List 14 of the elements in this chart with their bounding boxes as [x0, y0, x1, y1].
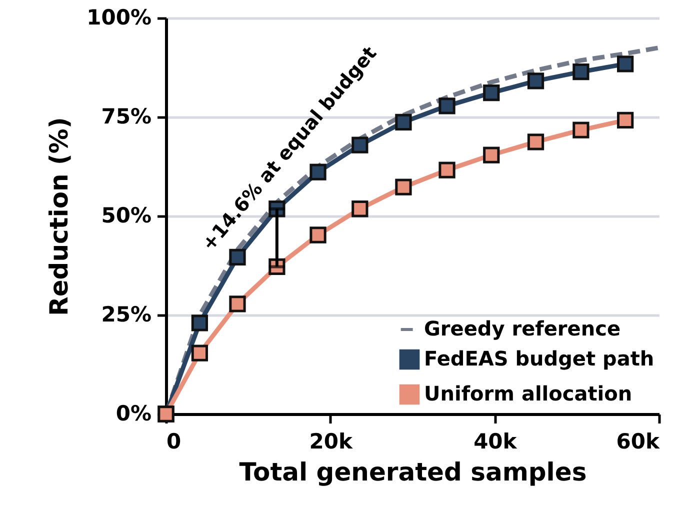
y-tick-label: 50%: [101, 204, 152, 228]
x-tick-label: 0: [166, 430, 182, 454]
y-axis-title: Reduction (%): [44, 117, 74, 316]
legend-label: Uniform allocation: [424, 382, 632, 406]
y-tick-label: 100%: [86, 6, 152, 30]
x-tick-label: 60k: [616, 430, 661, 454]
y-tick-label: 0%: [116, 402, 152, 426]
legend-label: FedEAS budget path: [424, 346, 654, 370]
y-tick-label: 25%: [101, 302, 152, 326]
x-tick-label: 20k: [309, 430, 354, 454]
y-tick-label: 75%: [101, 104, 152, 128]
legend-label: Greedy reference: [424, 316, 621, 340]
x-tick-label: 40k: [474, 430, 518, 454]
x-axis-title: Total generated samples: [239, 458, 587, 486]
